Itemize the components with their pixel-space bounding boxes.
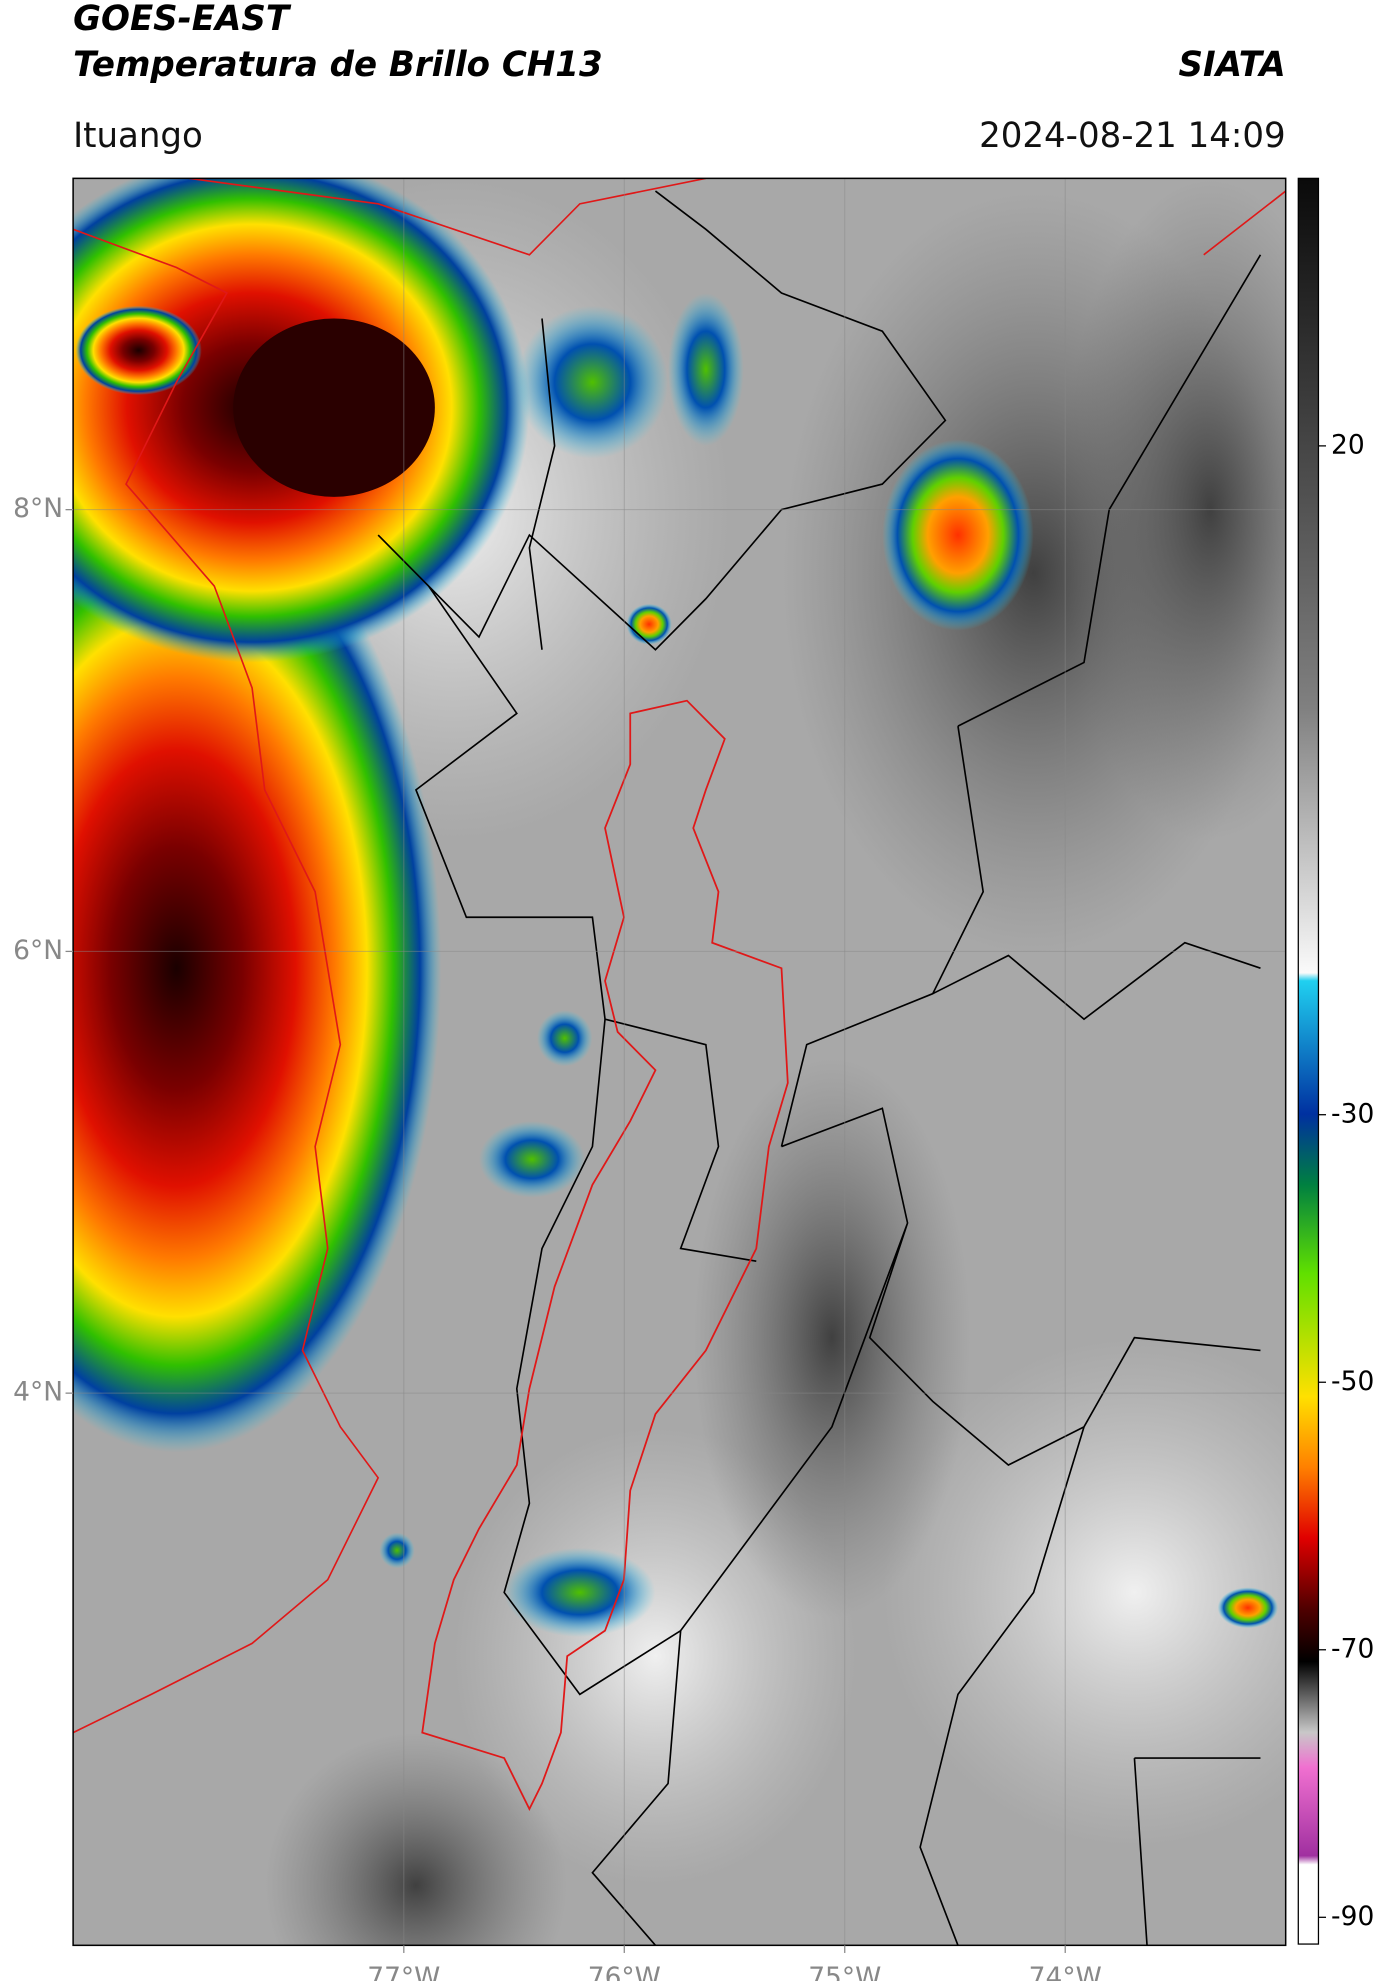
subtitle: Temperatura de Brillo CH13	[73, 45, 603, 85]
y-tick-label: 6°N	[13, 935, 63, 966]
x-tick-label: 77°W	[367, 1962, 440, 1981]
title: GOES-EAST	[73, 0, 292, 39]
satellite-image	[73, 178, 1286, 1946]
colorbar-tick-label: -70	[1331, 1633, 1374, 1664]
source: SIATA	[1179, 45, 1286, 85]
grid	[73, 178, 1286, 1946]
y-tick-label: 4°N	[13, 1377, 63, 1408]
colorbar	[1297, 177, 1320, 1945]
x-tick-label: 74°W	[1029, 1962, 1102, 1981]
borders	[73, 178, 1286, 1946]
y-tick-label: 8°N	[13, 493, 63, 524]
datetime: 2024-08-21 14:09	[979, 116, 1286, 156]
x-tick-label: 75°W	[808, 1962, 881, 1981]
colorbar-tick-label: 20	[1331, 429, 1365, 460]
x-tick-label: 76°W	[588, 1962, 661, 1981]
colorbar-tick-label: -30	[1331, 1098, 1374, 1129]
map-frame	[72, 177, 1287, 1947]
colorbar-tick-label: -90	[1331, 1901, 1374, 1932]
location: Ituango	[73, 116, 203, 156]
colorbar-tick-label: -50	[1331, 1366, 1374, 1397]
